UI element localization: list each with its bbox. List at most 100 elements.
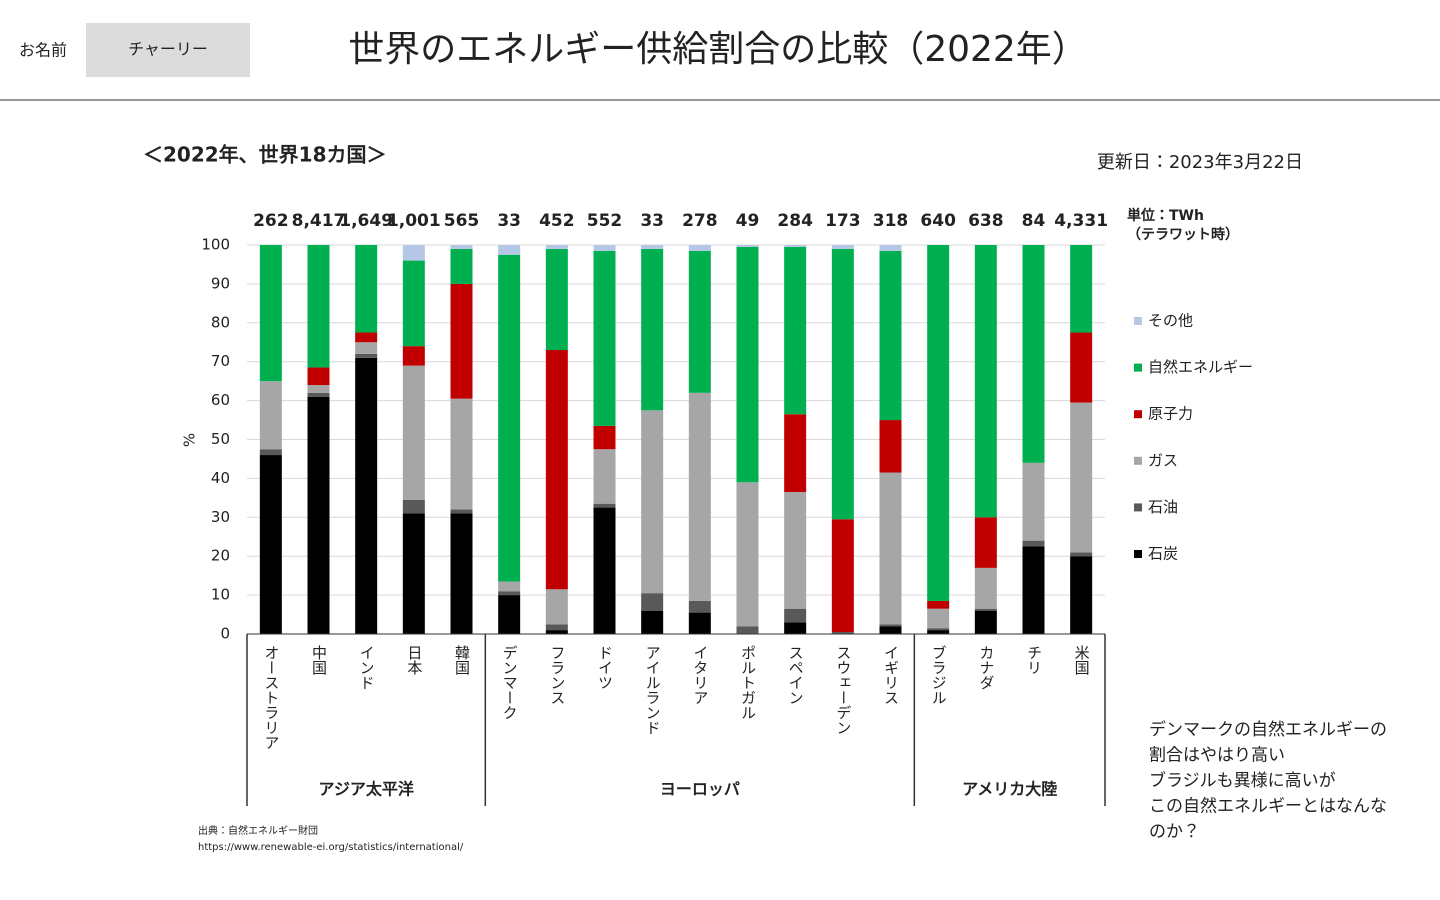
legend-swatch [1134, 503, 1142, 512]
bar-segment [641, 410, 664, 594]
bar-segment [879, 624, 902, 627]
bar-total-label: 638 [968, 211, 1004, 231]
legend-label: 原子力 [1148, 405, 1193, 423]
x-tick-label: フランス [548, 645, 566, 705]
bar-segment [1022, 540, 1045, 547]
x-tick-label: ドイツ [596, 645, 614, 690]
bar-segment [784, 622, 807, 634]
bar-segment [498, 581, 521, 592]
x-tick-label: オーストラリア [262, 645, 280, 750]
bar-segment [974, 517, 997, 568]
bar-total-label: 49 [736, 211, 760, 231]
updated-date: 更新日：2023年3月22日 [1097, 152, 1303, 173]
y-tick-label: 90 [211, 274, 230, 292]
bar-segment [1070, 552, 1093, 557]
bar-segment [641, 593, 664, 611]
name-field[interactable] [86, 23, 250, 77]
bar-total-label: 278 [682, 211, 718, 231]
x-tick-label: インド [358, 645, 376, 690]
bar-segment [974, 567, 997, 609]
bar-segment [307, 245, 330, 368]
bar-segment [1070, 402, 1093, 553]
x-tick-label: カナダ [977, 645, 995, 690]
legend-label: 自然エネルギー [1148, 358, 1253, 376]
bar-segment [355, 342, 378, 354]
bar-segment [259, 381, 282, 450]
bar-segment [545, 350, 568, 590]
y-tick-label: 40 [211, 469, 230, 487]
bar-segment [593, 503, 616, 508]
bar-total-label: 318 [873, 211, 909, 231]
bar-segment [259, 245, 282, 382]
bar-segment [784, 414, 807, 493]
bar-segment [545, 624, 568, 631]
legend-swatch [1134, 317, 1142, 325]
bar-segment [927, 628, 950, 631]
bar-segment [1022, 462, 1045, 541]
bar-segment [402, 260, 425, 347]
x-tick-label: スウェーデン [834, 645, 852, 735]
bar-segment [402, 245, 425, 261]
bar-segment [1070, 556, 1093, 634]
bar-segment [593, 250, 616, 426]
bar-segment [1070, 332, 1093, 403]
bar-segment [593, 507, 616, 634]
bar-segment [593, 449, 616, 504]
bar-total-label: 84 [1022, 211, 1046, 231]
bar-segment [927, 600, 950, 609]
bar-segment [641, 248, 664, 411]
name-label: お名前 [19, 41, 67, 60]
bar-total-label: 4,331 [1054, 211, 1108, 231]
bar-segment [450, 398, 473, 510]
x-tick-label: 中国 [310, 645, 328, 675]
bar-total-label: 1,001 [387, 211, 441, 231]
x-tick-label: スペイン [787, 645, 805, 705]
bar-total-label: 173 [825, 211, 861, 231]
bar-segment [450, 509, 473, 514]
x-tick-label: 米国 [1073, 645, 1091, 675]
bar-segment [450, 283, 473, 399]
source: 出典：自然エネルギー財団 [198, 824, 318, 837]
y-tick-label: 70 [211, 352, 230, 370]
x-tick-label: 韓国 [453, 645, 471, 675]
legend-label: ガス [1148, 451, 1178, 469]
bar-segment [402, 365, 425, 500]
y-tick-label: 80 [211, 313, 230, 331]
bar-segment [1070, 245, 1093, 333]
source-url: https://www.renewable-ei.org/statistics/… [198, 842, 464, 853]
bar-segment [831, 519, 854, 633]
group-label: ヨーロッパ [660, 780, 740, 799]
bar-total-label: 640 [920, 211, 956, 231]
y-tick-label: 50 [211, 430, 230, 448]
bar-total-label: 33 [640, 211, 664, 231]
bar-segment [784, 245, 807, 247]
bar-segment [1022, 546, 1045, 634]
bar-segment [259, 449, 282, 456]
legend-label: 石油 [1148, 498, 1178, 516]
bar-segment [355, 245, 378, 333]
bar-segment [259, 455, 282, 634]
comment-line: 割合はやはり高い [1149, 746, 1285, 766]
bar-segment [545, 630, 568, 634]
name-value[interactable]: チャーリー [128, 40, 208, 59]
y-axis-label: % [181, 433, 199, 447]
bar-segment [736, 626, 759, 634]
x-tick-label: デンマーク [501, 645, 519, 720]
bar-segment [927, 630, 950, 634]
comment-line: のか？ [1149, 822, 1200, 842]
bar-segment [355, 332, 378, 343]
unit-note: （テラワット時） [1127, 226, 1239, 243]
bar-segment [879, 626, 902, 634]
bar-segment [974, 608, 997, 611]
bar-segment [974, 245, 997, 518]
x-tick-label: アイルランド [644, 645, 662, 735]
bar-segment [593, 245, 616, 251]
bar-total-label: 452 [539, 211, 575, 231]
y-tick-label: 20 [211, 547, 230, 565]
x-tick-label: チリ [1025, 645, 1043, 675]
bar-segment [784, 608, 807, 623]
x-tick-label: イギリス [882, 645, 900, 705]
bar-segment [1022, 245, 1045, 463]
